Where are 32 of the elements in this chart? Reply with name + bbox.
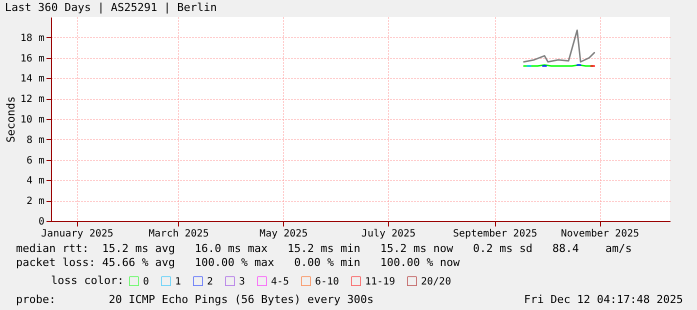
legend-label: 0 (143, 276, 150, 288)
legend-label: 1 (175, 276, 182, 288)
legend-label: 2 (207, 276, 214, 288)
x-tick-label: January 2025 (41, 228, 114, 240)
y-tick-label: 8 m (26, 134, 44, 146)
y-tick-label: 16 m (20, 53, 44, 64)
legend-label: 4-5 (271, 276, 290, 288)
text: Fri Dec 12 04:17:48 2025 (524, 293, 683, 307)
x-tick-label: July 2025 (361, 228, 416, 240)
y-tick-label: 12 m (20, 94, 44, 106)
y-tick-label: 14 m (20, 74, 44, 85)
y-tick-label: 6 m (26, 155, 44, 166)
x-tick-label: November 2025 (560, 228, 640, 240)
chart-title: Last 360 Days | AS25291 | Berlin (4, 1, 217, 14)
line-series (523, 30, 596, 63)
legend-label: 11-19 (365, 276, 396, 288)
legend-label: 3 (239, 276, 246, 288)
y-tick-label: 10 m (20, 114, 44, 126)
legend-title: loss color: (51, 274, 124, 287)
y-tick-label: 4 m (26, 176, 44, 187)
legend-label: 6-10 (315, 276, 340, 288)
x-tick-label: March 2025 (148, 228, 209, 240)
text: probe: 20 ICMP Echo Pings (56 Bytes) every 300s (16, 293, 374, 307)
text: packet loss: 45.66 % avg 100.00 % max 0.00 % min 100.00 % now (16, 256, 460, 270)
text: median rtt: 15.2 ms avg 16.0 ms max 15.2 ms min 15.2 ms now 0.2 ms sd 88.4 am/s (16, 242, 632, 256)
legend-label: 20/20 (421, 276, 452, 288)
x-tick-label: September 2025 (452, 228, 538, 240)
y-tick-label: 18 m (20, 32, 44, 44)
x-tick-label: May 2025 (260, 228, 308, 240)
y-axis-title: Seconds (4, 96, 18, 143)
y-tick-label: 0 (38, 216, 44, 228)
y-tick-label: 2 m (26, 196, 44, 208)
